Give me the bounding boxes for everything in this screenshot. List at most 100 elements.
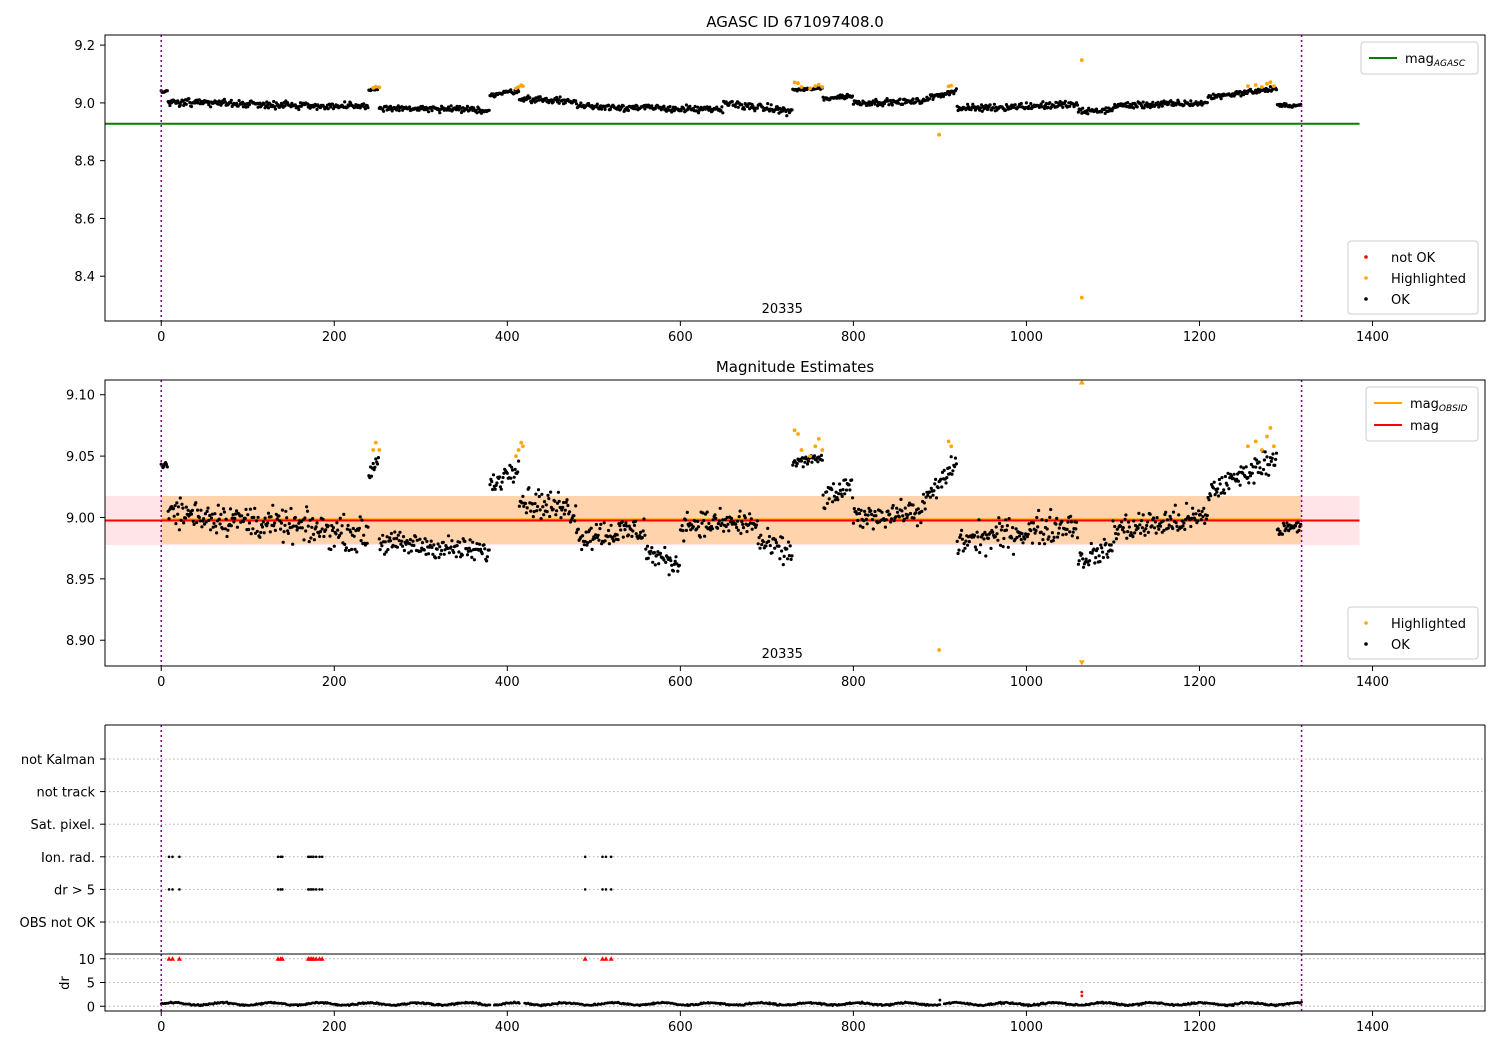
ok-point	[171, 507, 175, 511]
dr-y-tick-label: 10	[78, 953, 95, 968]
ok-point	[753, 109, 757, 113]
highlighted-point	[792, 428, 797, 433]
highlighted-point	[1268, 426, 1273, 430]
ok-point	[1020, 532, 1024, 536]
ok-point	[857, 511, 862, 516]
ok-point	[297, 107, 301, 112]
ok-point	[1255, 458, 1259, 462]
ok-point	[293, 515, 297, 520]
ok-point	[197, 515, 201, 520]
ok-point	[1152, 526, 1157, 530]
ok-point	[1076, 110, 1080, 114]
ok-point	[273, 528, 277, 533]
ok-point	[549, 490, 553, 494]
ok-point	[638, 534, 642, 538]
ok-point	[1262, 458, 1266, 462]
highlighted-point	[1079, 295, 1084, 300]
highlighted-point	[1272, 444, 1276, 449]
x-tick-label: 800	[841, 330, 866, 345]
ok-point	[513, 467, 517, 471]
highlighted-point	[514, 454, 518, 458]
ok-point	[493, 487, 497, 491]
ok-point	[881, 104, 885, 108]
ok-point	[930, 93, 934, 97]
ok-point	[947, 466, 952, 470]
ok-point	[258, 535, 262, 539]
ok-point	[491, 487, 495, 492]
ok-point	[1097, 554, 1101, 558]
ok-point	[1077, 559, 1081, 563]
ok-point	[1189, 524, 1193, 529]
ok-point	[624, 521, 628, 525]
ok-point	[859, 508, 863, 512]
ok-point	[1065, 527, 1069, 532]
ok-point	[988, 103, 992, 107]
ok-point	[1052, 535, 1056, 540]
x-tick-label: 1000	[1010, 330, 1043, 345]
ok-point	[441, 540, 445, 544]
ok-point	[374, 457, 378, 461]
ok-point	[1129, 531, 1133, 535]
ok-point	[975, 530, 979, 534]
ok-point	[1075, 103, 1080, 107]
ok-point	[670, 110, 674, 114]
ok-point	[583, 539, 587, 544]
x-tick-label: 600	[668, 675, 693, 690]
ok-point	[908, 511, 913, 516]
dr-clipped-marker	[603, 956, 609, 961]
highlighted-point	[799, 85, 804, 89]
ok-point	[736, 528, 740, 532]
ok-point	[1126, 101, 1130, 105]
ok-point	[1244, 465, 1248, 469]
ok-point	[256, 105, 260, 109]
ok-point	[425, 539, 429, 544]
ok-point	[315, 521, 319, 525]
ok-point	[265, 100, 269, 104]
ok-point	[755, 106, 760, 110]
ok-point	[199, 508, 203, 512]
ok-point	[896, 101, 901, 105]
ok-point	[836, 498, 840, 502]
ok-point	[446, 534, 451, 538]
ok-point	[198, 519, 202, 523]
ok-point	[305, 505, 309, 509]
ok-point	[475, 542, 479, 546]
ok-point	[1098, 560, 1102, 564]
ok-point	[499, 487, 503, 491]
ok-point	[1268, 463, 1272, 467]
ok-point	[382, 552, 387, 556]
ok-point	[1166, 526, 1170, 530]
ok-point	[781, 563, 785, 567]
ok-point	[530, 502, 535, 506]
ok-point	[282, 530, 286, 534]
ok-point	[420, 541, 425, 545]
ok-point	[343, 542, 347, 547]
ok-point	[764, 544, 768, 548]
ok-point	[911, 503, 915, 507]
ok-point	[1274, 457, 1278, 461]
highlighted-point	[808, 86, 812, 91]
ok-point	[794, 464, 798, 468]
ok-point	[440, 548, 444, 553]
ok-point	[457, 550, 461, 554]
magnitude-estimates-panel: 20335 0 200 400 600 800 1000 1200 1400 8.90 8.95 9.…	[66, 379, 1486, 690]
ok-point	[351, 526, 355, 531]
highlighted-point	[946, 439, 951, 444]
ok-point	[684, 518, 688, 522]
ok-point	[1029, 102, 1033, 106]
ok-point	[1001, 545, 1005, 549]
ok-point	[1041, 538, 1045, 542]
ok-point	[973, 545, 978, 549]
ok-point	[914, 100, 918, 104]
ok-point	[951, 469, 955, 473]
flag-row-label: Sat. pixel.	[31, 818, 95, 833]
y-tick-label: 9.05	[66, 450, 95, 465]
ok-point	[871, 527, 875, 531]
ok-point	[353, 547, 357, 552]
ok-point	[173, 504, 177, 508]
ok-point	[1232, 472, 1236, 476]
ok-point	[615, 533, 619, 537]
ok-point	[191, 519, 195, 524]
ok-point	[195, 520, 199, 525]
dr-y-tick-label: 0	[87, 1000, 95, 1015]
